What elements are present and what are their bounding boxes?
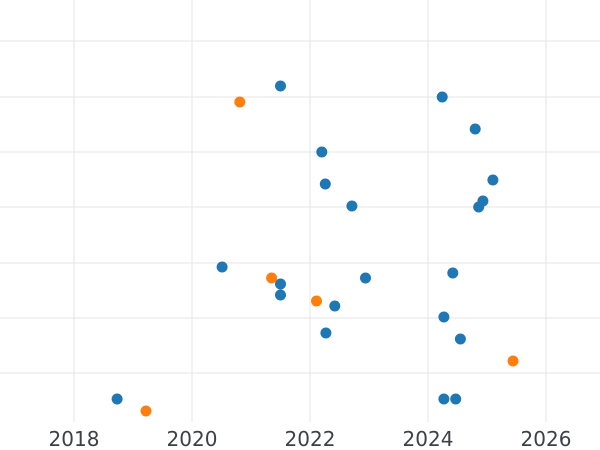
scatter-point-blue <box>454 333 466 345</box>
x-tick-label: 2020 <box>167 427 218 450</box>
scatter-point-blue <box>216 261 228 273</box>
scatter-point-orange <box>266 272 278 284</box>
scatter-point-blue <box>438 311 450 323</box>
x-tick-label: 2026 <box>521 427 572 450</box>
scatter-point-blue <box>450 393 462 405</box>
scatter-point-blue <box>111 393 123 405</box>
x-tick-label: 2018 <box>49 427 100 450</box>
scatter-point-blue <box>275 289 286 301</box>
scatter-point-blue <box>447 267 459 279</box>
x-tick-label: 2022 <box>285 427 336 450</box>
scatter-point-blue <box>438 393 450 405</box>
scatter-point-orange <box>507 355 519 367</box>
scatter-point-blue <box>275 278 286 290</box>
scatter-point-blue <box>329 300 341 312</box>
scatter-point-blue <box>436 91 448 103</box>
scatter-point-blue <box>360 272 371 284</box>
scatter-point-blue <box>487 174 499 186</box>
scatter-point-blue <box>316 146 328 158</box>
scatter-point-blue <box>275 80 286 92</box>
scatter-point-orange <box>234 96 246 108</box>
scatter-point-blue <box>346 200 358 212</box>
scatter-point-blue <box>320 327 332 339</box>
scatter-point-orange <box>311 295 322 307</box>
x-tick-label: 2024 <box>403 427 454 450</box>
scatter-point-blue <box>477 195 489 207</box>
scatter-point-orange <box>140 405 152 417</box>
scatter-point-blue <box>469 123 481 135</box>
scatter-point-blue <box>319 178 331 190</box>
